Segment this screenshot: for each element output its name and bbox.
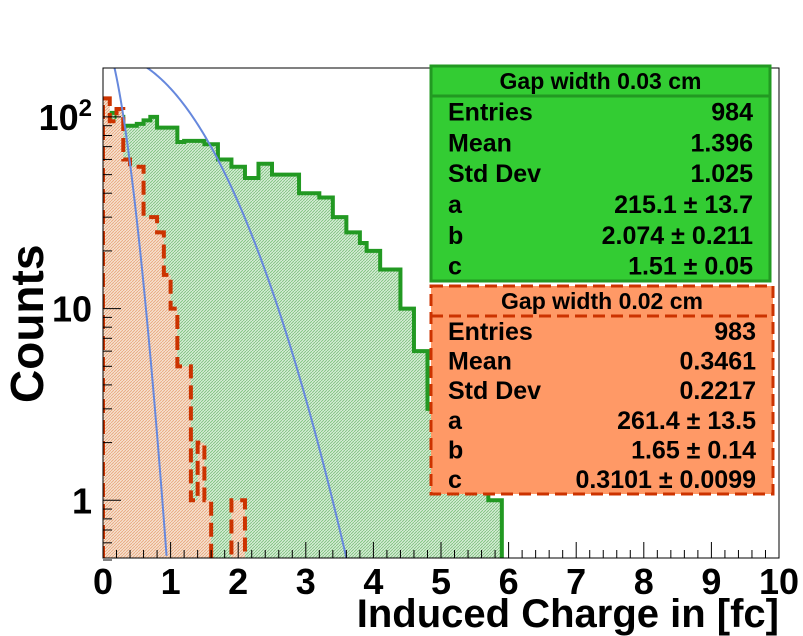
series-0-bin	[225, 159, 232, 558]
series-0-bin	[407, 309, 414, 558]
stat-value: 215.1 ± 13.7	[614, 191, 753, 219]
series-0-bin	[421, 351, 428, 558]
y-tick-label: 102	[39, 95, 92, 138]
stat-value: 983	[714, 318, 756, 346]
stat-value: 0.3461	[680, 348, 757, 376]
stats-layer: Gap width 0.03 cm Entries 984 Mean 1.396 Std …	[429, 64, 775, 496]
stat-label: Entries	[448, 98, 533, 126]
series-1-bin	[130, 167, 137, 558]
x-tick-label: 10	[759, 561, 799, 602]
series-1-bin	[110, 121, 117, 558]
stat-box-frame	[429, 284, 775, 496]
stat-value: 1.025	[690, 160, 753, 188]
series-0-bin	[394, 269, 401, 558]
series-0-bin	[319, 197, 326, 558]
stat-label: c	[448, 253, 462, 281]
series-0-bin	[326, 197, 333, 558]
x-tick-label: 2	[228, 561, 248, 602]
x-tick-label: 1	[161, 561, 181, 602]
series-0-bin	[414, 351, 421, 558]
x-tick-label: 0	[93, 561, 113, 602]
stat-value: 0.3101 ± 0.0099	[575, 466, 756, 494]
x-tick-label: 3	[296, 561, 316, 602]
stat-value: 0.2217	[680, 377, 756, 405]
x-tick-label: 5	[431, 561, 451, 602]
stat-box-title: Gap width 0.03 cm	[500, 68, 702, 94]
stat-label: Mean	[448, 348, 512, 376]
stat-value: 1.396	[690, 129, 753, 157]
y-axis-title: Counts	[1, 245, 53, 403]
series-1-bin	[191, 500, 198, 558]
x-tick-label: 4	[363, 561, 383, 602]
fit-curve-0	[145, 68, 348, 558]
stat-label: a	[448, 407, 463, 435]
stat-box-frame	[429, 64, 772, 283]
series-1-bin	[231, 500, 238, 558]
series-0-bin	[265, 164, 272, 558]
series-1-bin	[184, 366, 191, 558]
stat-label: Std Dev	[448, 160, 541, 188]
series-0-bin	[353, 232, 360, 558]
stat-value: 1.65 ± 0.14	[631, 437, 756, 465]
series-0-bin	[313, 193, 320, 558]
stat-value: 2.074 ± 0.211	[602, 222, 753, 250]
series-1-bin	[144, 217, 151, 558]
series-0-bin	[258, 164, 265, 558]
series-0-bin	[279, 175, 286, 558]
series-1-bin	[103, 98, 110, 558]
fit-layer	[113, 68, 348, 558]
y-tick-label: 10	[52, 289, 92, 330]
x-tick-label: 7	[566, 561, 586, 602]
stat-box-title: Gap width 0.02 cm	[501, 288, 703, 314]
stat-label: Entries	[448, 318, 533, 346]
series-1	[103, 96, 272, 558]
series-0-bin	[306, 193, 313, 558]
series-1-bin	[171, 309, 178, 558]
x-tick-label: 9	[701, 561, 721, 602]
series-1-outline	[103, 96, 272, 558]
x-tick-label: 6	[499, 561, 519, 602]
series-1-bin	[204, 500, 211, 558]
stat-value: 1.51 ± 0.05	[628, 253, 753, 281]
stat-box-0: Gap width 0.03 cm Entries 984 Mean 1.396 Std …	[429, 64, 772, 283]
series-0-bin	[211, 144, 218, 558]
series-0-bin	[272, 175, 279, 558]
series-1-bin	[117, 109, 124, 558]
series-0-bin	[286, 175, 293, 558]
series-0-bin	[387, 269, 394, 558]
series-1-bin	[164, 275, 171, 558]
series-1-fill	[103, 98, 245, 558]
stat-value: 261.4 ± 13.5	[617, 407, 756, 435]
stat-label: c	[448, 466, 462, 494]
series-1-bin	[123, 159, 130, 558]
series-1-bin	[238, 500, 245, 558]
series-0-bin	[373, 251, 380, 558]
stat-label: a	[448, 191, 463, 219]
stat-label: b	[448, 222, 463, 250]
stat-label: Mean	[448, 129, 512, 157]
series-0-bin	[218, 159, 225, 558]
y-tick-label: 1	[72, 480, 92, 521]
series-0-bin	[380, 269, 387, 558]
stat-box-1: Gap width 0.02 cm Entries 983 Mean 0.3461 Std…	[429, 284, 775, 496]
stat-value: 984	[711, 98, 753, 126]
stat-label: Std Dev	[448, 377, 541, 405]
series-0-bin	[488, 500, 495, 558]
series-1-bin	[177, 366, 184, 558]
stat-label: b	[448, 437, 463, 465]
series-0-bin	[367, 251, 374, 558]
series-0-bin	[400, 309, 407, 558]
series-1-bin	[198, 443, 205, 558]
series-0-bin	[495, 500, 502, 558]
series-0-bin	[360, 243, 367, 558]
x-axis-title: Induced Charge in [fc]	[357, 592, 779, 636]
fit-curve-1	[113, 68, 168, 556]
series-0-bin	[346, 232, 353, 558]
x-tick-label: 8	[634, 561, 654, 602]
series-0-bin	[340, 217, 347, 558]
